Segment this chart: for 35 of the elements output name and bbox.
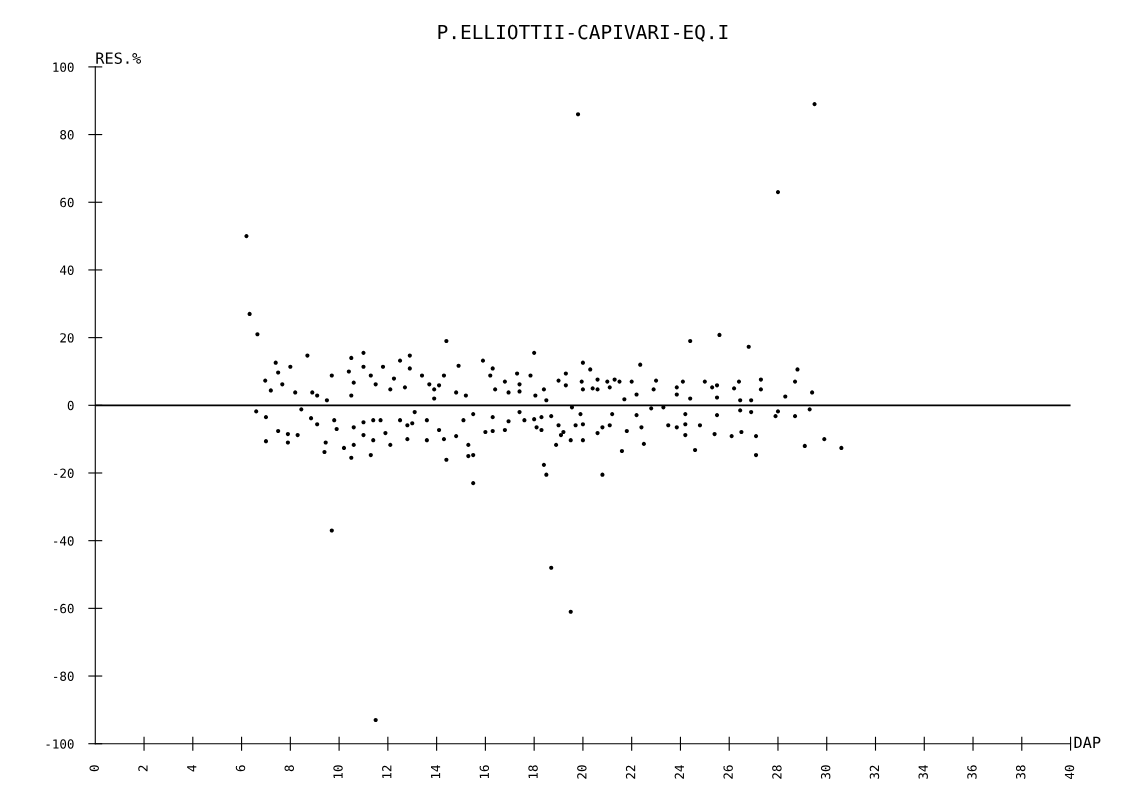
chart-title: P.ELLIOTTII-CAPIVARI-EQ.I <box>438 24 728 42</box>
x-tick-label: 28 <box>772 765 782 779</box>
x-tick-label: 30 <box>820 765 831 779</box>
x-tick-label: 20 <box>577 765 587 779</box>
x-tick-label: 2 <box>138 765 148 772</box>
y-tick-label: 60 <box>60 197 74 208</box>
x-tick-label: 36 <box>967 765 977 779</box>
x-tick-label: 4 <box>187 765 197 772</box>
x-axis-title: DAP <box>1074 736 1101 748</box>
y-tick-label: 80 <box>60 130 74 140</box>
y-tick-label: -40 <box>54 536 74 546</box>
x-tick-label: 12 <box>382 765 392 779</box>
y-tick-label: -80 <box>54 671 74 681</box>
y-axis-title: RES.% <box>96 52 142 64</box>
x-tick-label: 26 <box>723 765 733 779</box>
y-tick-label: -60 <box>54 603 74 614</box>
x-tick-label: 0 <box>89 765 99 772</box>
x-tick-label: 40 <box>1064 765 1075 779</box>
x-tick-label: 24 <box>674 765 684 779</box>
x-tick-label: 32 <box>869 765 880 779</box>
x-tick-label: 22 <box>625 765 636 779</box>
y-tick-label: 100 <box>53 62 74 72</box>
x-tick-label: 6 <box>235 765 246 772</box>
x-tick-label: 14 <box>431 765 441 779</box>
y-tick-label: -20 <box>54 468 74 478</box>
x-tick-label: 38 <box>1016 765 1026 779</box>
x-tick-label: 16 <box>479 765 490 779</box>
x-tick-label: 8 <box>284 765 294 772</box>
y-tick-label: -100 <box>46 739 74 749</box>
y-tick-label: 0 <box>67 400 74 411</box>
x-tick-label: 34 <box>918 765 928 779</box>
y-tick-label: 20 <box>60 333 74 343</box>
x-tick-label: 18 <box>528 765 538 779</box>
x-tick-label: 10 <box>333 765 343 779</box>
y-tick-label: 40 <box>60 265 74 275</box>
